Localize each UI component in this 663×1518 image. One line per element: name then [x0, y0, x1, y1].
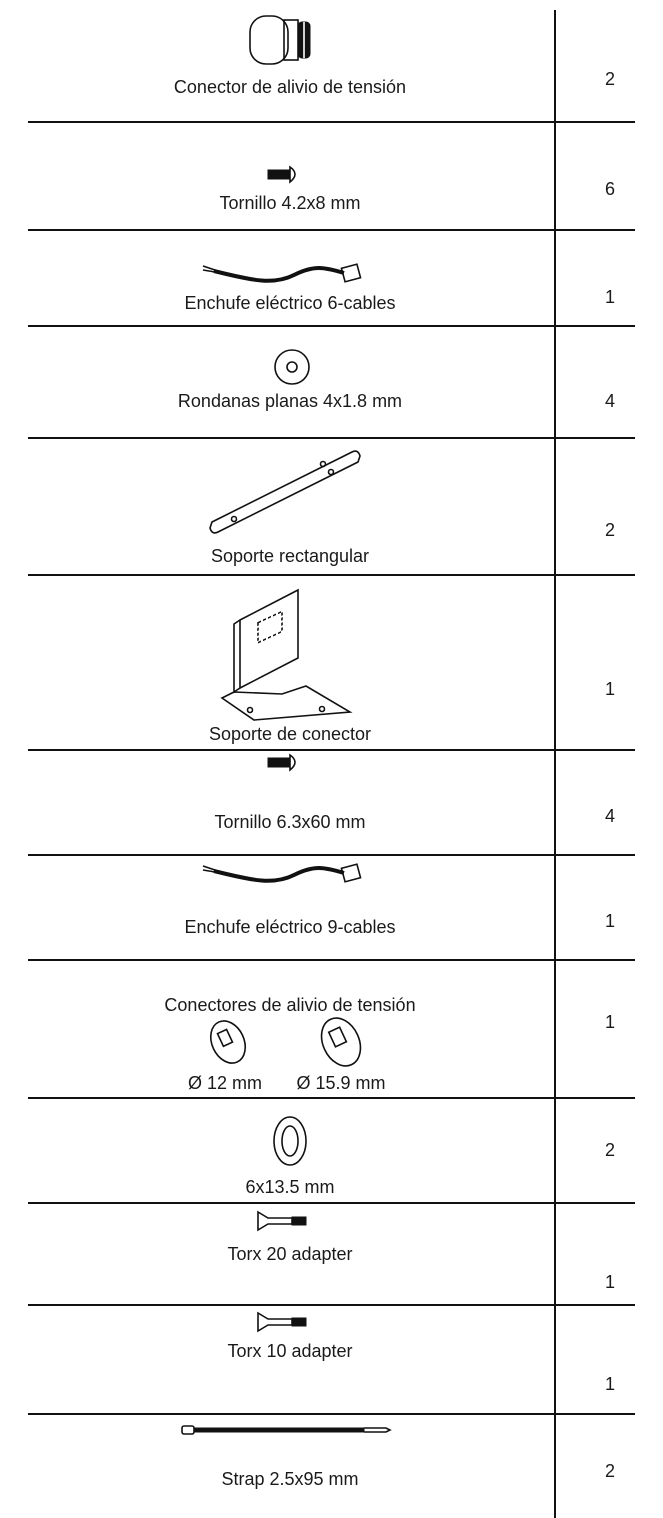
- item-quantity: 6: [605, 179, 615, 199]
- item-name: Rondanas planas 4x1.8 mm: [178, 391, 402, 411]
- item-name: 6x13.5 mm: [245, 1177, 334, 1197]
- icon-strap: [181, 1425, 392, 1435]
- item-quantity: 2: [605, 1461, 615, 1481]
- item-quantity: 1: [605, 1374, 615, 1394]
- item-name: Conectores de alivio de tensión: [164, 995, 415, 1015]
- item-name: Torx 10 adapter: [227, 1341, 352, 1361]
- icon-nut: [273, 1116, 307, 1166]
- icon-washer: [274, 349, 310, 385]
- icon-screw: [267, 165, 296, 184]
- icon-connector-bracket: [220, 588, 353, 721]
- item-name: Strap 2.5x95 mm: [221, 1469, 358, 1489]
- item-name: Tornillo 6.3x60 mm: [214, 812, 365, 832]
- icon-cable-gland: [249, 15, 311, 65]
- item-name: Tornillo 4.2x8 mm: [219, 193, 360, 213]
- item-quantity: 2: [605, 1140, 615, 1160]
- icon-cable: [202, 863, 362, 883]
- icon-torx: [257, 1210, 307, 1232]
- item-size: Ø 15.9 mm: [296, 1073, 385, 1093]
- icon-screw: [267, 753, 296, 772]
- table-rules: [28, 10, 635, 1518]
- icon-cable-glands: [209, 1017, 362, 1067]
- item-quantity: 1: [605, 679, 615, 699]
- item-quantity: 2: [605, 520, 615, 540]
- icon-cable: [202, 263, 362, 283]
- item-quantity: 2: [605, 69, 615, 89]
- item-quantity: 1: [605, 911, 615, 931]
- icon-torx: [257, 1311, 307, 1333]
- item-name: Soporte de conector: [209, 724, 371, 744]
- item-name: Enchufe eléctrico 9-cables: [184, 917, 395, 937]
- item-quantity: 1: [605, 1012, 615, 1032]
- item-name: Torx 20 adapter: [227, 1244, 352, 1264]
- item-name: Soporte rectangular: [211, 546, 369, 566]
- item-name: Conector de alivio de tensión: [174, 77, 406, 97]
- item-size: Ø 12 mm: [188, 1073, 262, 1093]
- item-name: Enchufe eléctrico 6-cables: [184, 293, 395, 313]
- item-quantity: 4: [605, 806, 615, 826]
- item-quantity: 1: [605, 287, 615, 307]
- icon-rect-bracket: [209, 450, 361, 534]
- item-quantity: 1: [605, 1272, 615, 1292]
- item-quantity: 4: [605, 391, 615, 411]
